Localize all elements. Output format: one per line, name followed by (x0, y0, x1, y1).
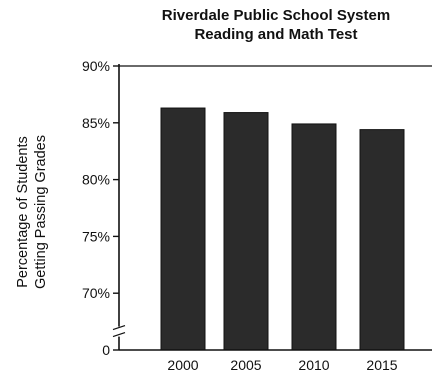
y-axis-title-line-1: Percentage of Students (15, 136, 31, 288)
axis-break-mark-1 (112, 325, 126, 331)
chart-title-line-1: Riverdale Public School System (161, 7, 391, 24)
y-tick-label-0: 90% (82, 58, 110, 74)
bars-layer (160, 107, 405, 351)
x-tick-label-2005: 2005 (230, 357, 261, 373)
labels-layer: 90% 85% 80% 75% 70% 0 2000 2005 2010 2015 (82, 58, 398, 373)
y-tick-label-2: 80% (82, 172, 110, 188)
bar-2010 (291, 123, 337, 351)
bar-2005 (223, 112, 269, 351)
y-tick-label-5: 0 (102, 342, 110, 358)
x-tick-label-2000: 2000 (167, 357, 198, 373)
y-tick-label-3: 75% (82, 228, 110, 244)
y-tick-label-4: 70% (82, 285, 110, 301)
axis-break-gap (115, 326, 123, 337)
axis-break-mark-2 (112, 332, 126, 338)
chart-title-line-2: Reading and Math Test (194, 26, 358, 43)
y-axis-title: Percentage of Students Getting Passing G… (15, 135, 49, 289)
axes-layer (112, 64, 432, 351)
y-tick-label-1: 85% (82, 115, 110, 131)
y-axis-title-line-2: Getting Passing Grades (33, 135, 49, 289)
bar-2015 (359, 129, 405, 351)
x-tick-label-2010: 2010 (298, 357, 329, 373)
chart-title: Riverdale Public School System Reading a… (120, 6, 432, 44)
bar-2000 (160, 107, 206, 351)
x-tick-label-2015: 2015 (366, 357, 397, 373)
